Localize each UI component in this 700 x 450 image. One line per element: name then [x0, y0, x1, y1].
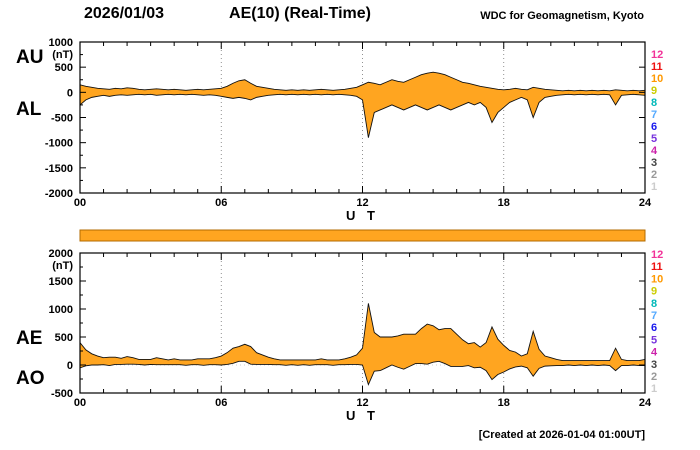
x-axis-label: U T: [346, 408, 379, 423]
x-tick-label: 24: [639, 397, 652, 409]
y-tick-label: -500: [51, 388, 73, 400]
series-line-AU: [80, 71, 645, 92]
y-tick-label: 500: [55, 332, 73, 344]
area-fill: [80, 303, 645, 385]
y-tick-label: 0: [67, 360, 73, 372]
series-line-AL: [80, 93, 645, 138]
legend-station-9: 9: [651, 286, 657, 298]
x-tick-label: 12: [356, 397, 368, 409]
plot-date: 2026/01/03: [84, 5, 165, 22]
y-axis-unit: (nT): [52, 260, 73, 272]
legend-station-10: 10: [651, 273, 663, 285]
legend-station-2: 2: [651, 169, 657, 181]
series-line-AO: [80, 360, 645, 386]
legend-station-9: 9: [651, 85, 657, 97]
x-tick-label: 06: [215, 197, 227, 209]
label-ao: AO: [16, 368, 45, 389]
series-line-AE: [80, 303, 645, 361]
legend-station-4: 4: [651, 347, 658, 359]
legend-station-8: 8: [651, 97, 657, 109]
label-al: AL: [16, 99, 42, 120]
y-tick-label: 500: [55, 62, 73, 74]
y-tick-label: 1500: [49, 276, 73, 288]
legend-station-1: 1: [651, 181, 657, 193]
created-timestamp: [Created at 2026-01-04 01:00UT]: [478, 429, 645, 441]
legend-station-6: 6: [651, 121, 657, 133]
y-tick-label: 1000: [49, 37, 73, 49]
legend-station-1: 1: [651, 383, 657, 395]
y-tick-label: -1000: [45, 138, 73, 150]
legend-station-6: 6: [651, 322, 657, 334]
x-tick-label: 06: [215, 397, 227, 409]
y-axis-unit: (nT): [52, 49, 73, 61]
x-tick-label: 00: [74, 197, 86, 209]
y-tick-label: -2000: [45, 188, 73, 200]
legend-station-8: 8: [651, 298, 657, 310]
legend-station-3: 3: [651, 157, 657, 169]
label-au: AU: [16, 47, 44, 68]
legend-station-5: 5: [651, 334, 657, 346]
x-tick-label: 18: [498, 397, 510, 409]
legend-station-10: 10: [651, 73, 663, 85]
legend-station-11: 11: [651, 61, 663, 73]
legend-station-4: 4: [651, 145, 658, 157]
y-tick-label: 0: [67, 87, 73, 99]
legend-station-7: 7: [651, 310, 657, 322]
x-tick-label: 24: [639, 197, 652, 209]
x-axis-label: U T: [346, 208, 379, 223]
x-tick-label: 18: [498, 197, 510, 209]
data-source-label: WDC for Geomagnetism, Kyoto: [480, 10, 644, 22]
x-tick-label: 12: [356, 197, 368, 209]
label-ae: AE: [16, 328, 43, 349]
legend-station-12: 12: [651, 249, 663, 261]
legend-station-7: 7: [651, 109, 657, 121]
plot-title: AE(10) (Real-Time): [229, 5, 371, 22]
legend-station-2: 2: [651, 371, 657, 383]
legend-station-12: 12: [651, 49, 663, 61]
y-tick-label: 1000: [49, 304, 73, 316]
legend-station-11: 11: [651, 261, 663, 273]
x-tick-label: 00: [74, 397, 86, 409]
coverage-bar: [79, 229, 646, 242]
legend-station-3: 3: [651, 359, 657, 371]
y-tick-label: 2000: [49, 248, 73, 260]
y-tick-label: -1500: [45, 163, 73, 175]
legend-station-5: 5: [651, 133, 657, 145]
y-tick-label: -500: [51, 113, 73, 125]
